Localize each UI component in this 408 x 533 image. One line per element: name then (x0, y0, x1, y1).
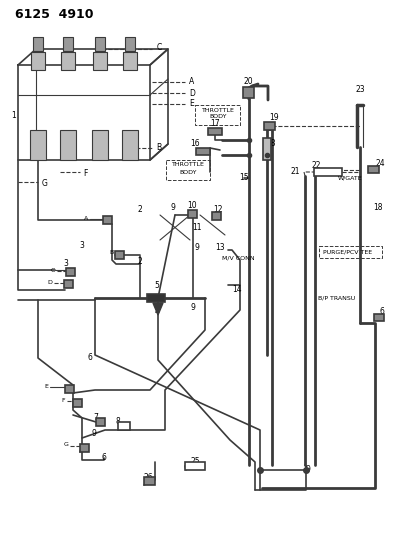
Bar (212, 212, 221, 220)
Bar (125, 37, 135, 51)
Text: G: G (42, 180, 48, 189)
Bar (64, 280, 73, 288)
Text: 19: 19 (269, 114, 279, 123)
Bar (95, 37, 105, 51)
Text: E: E (44, 384, 48, 389)
Text: 15: 15 (239, 174, 249, 182)
Text: G: G (64, 442, 69, 448)
Text: 25: 25 (190, 457, 200, 466)
Bar (243, 87, 254, 98)
Text: B: B (156, 143, 161, 152)
Text: 2: 2 (137, 257, 142, 266)
Text: B: B (110, 251, 114, 255)
Bar (103, 216, 112, 224)
Text: BODY: BODY (209, 115, 227, 119)
Bar (374, 314, 384, 321)
Bar (147, 294, 165, 302)
Bar (66, 268, 75, 276)
Text: BODY: BODY (179, 169, 197, 174)
Text: 9: 9 (306, 465, 310, 474)
Text: 22: 22 (311, 160, 321, 169)
Text: 5: 5 (155, 281, 160, 290)
Text: C: C (51, 268, 55, 272)
Bar (115, 251, 124, 259)
Bar (31, 52, 45, 70)
Text: M/V CONN: M/V CONN (222, 255, 254, 261)
Bar (60, 130, 76, 160)
Text: 9: 9 (171, 204, 175, 213)
Text: 10: 10 (187, 200, 197, 209)
Bar (208, 128, 222, 135)
Text: W/GATE: W/GATE (338, 175, 362, 181)
Bar (73, 399, 82, 407)
Text: E: E (189, 100, 194, 109)
Text: 24: 24 (375, 158, 385, 167)
Text: 20: 20 (243, 77, 253, 86)
Text: 6: 6 (88, 353, 93, 362)
Text: 4: 4 (155, 308, 160, 317)
Text: A: A (84, 215, 88, 221)
Text: 3: 3 (80, 240, 84, 249)
Bar (93, 52, 107, 70)
Bar (123, 52, 137, 70)
Text: 8: 8 (115, 417, 120, 426)
Text: D: D (189, 88, 195, 98)
Text: THROTTLE: THROTTLE (202, 108, 235, 112)
Bar (33, 37, 43, 51)
Text: 6: 6 (102, 454, 106, 463)
Bar (185, 462, 205, 470)
Text: 9: 9 (195, 244, 200, 253)
Text: 9: 9 (91, 430, 96, 439)
Bar (30, 130, 46, 160)
Bar (264, 122, 275, 130)
Bar (196, 148, 210, 155)
Bar (80, 444, 89, 452)
Text: 6125  4910: 6125 4910 (15, 7, 93, 20)
Bar (144, 477, 155, 485)
Text: 3: 3 (64, 260, 69, 269)
Bar (368, 166, 379, 173)
Bar (96, 418, 105, 426)
Text: 7: 7 (93, 414, 98, 423)
Bar (92, 130, 108, 160)
Text: 21: 21 (290, 167, 300, 176)
Text: B/P TRANSU: B/P TRANSU (318, 295, 356, 301)
Bar (63, 37, 73, 51)
Polygon shape (153, 303, 163, 315)
Text: 6: 6 (379, 308, 384, 317)
Text: 18: 18 (373, 204, 383, 213)
Bar (314, 168, 342, 176)
Bar (65, 385, 74, 393)
Text: A: A (189, 77, 194, 86)
Text: 2: 2 (137, 206, 142, 214)
Text: 16: 16 (190, 140, 200, 149)
Bar (188, 210, 197, 218)
Text: 26: 26 (143, 473, 153, 482)
Text: C: C (157, 43, 162, 52)
Text: F: F (83, 169, 87, 179)
Text: PURGE/PCV TEE: PURGE/PCV TEE (324, 249, 373, 254)
Text: F: F (61, 398, 65, 402)
Text: 11: 11 (192, 223, 202, 232)
Text: 1: 1 (11, 110, 16, 119)
Text: THROTTLE: THROTTLE (171, 163, 204, 167)
Text: 18: 18 (266, 140, 276, 149)
Bar (118, 422, 130, 430)
Text: 12: 12 (213, 206, 223, 214)
Bar (122, 130, 138, 160)
Bar (263, 138, 271, 160)
Text: 13: 13 (215, 244, 225, 253)
Text: 23: 23 (355, 85, 365, 94)
Text: 17: 17 (210, 119, 220, 128)
Bar (61, 52, 75, 70)
Text: 14: 14 (232, 286, 242, 295)
Text: 9: 9 (191, 303, 195, 312)
Text: D: D (48, 279, 53, 285)
